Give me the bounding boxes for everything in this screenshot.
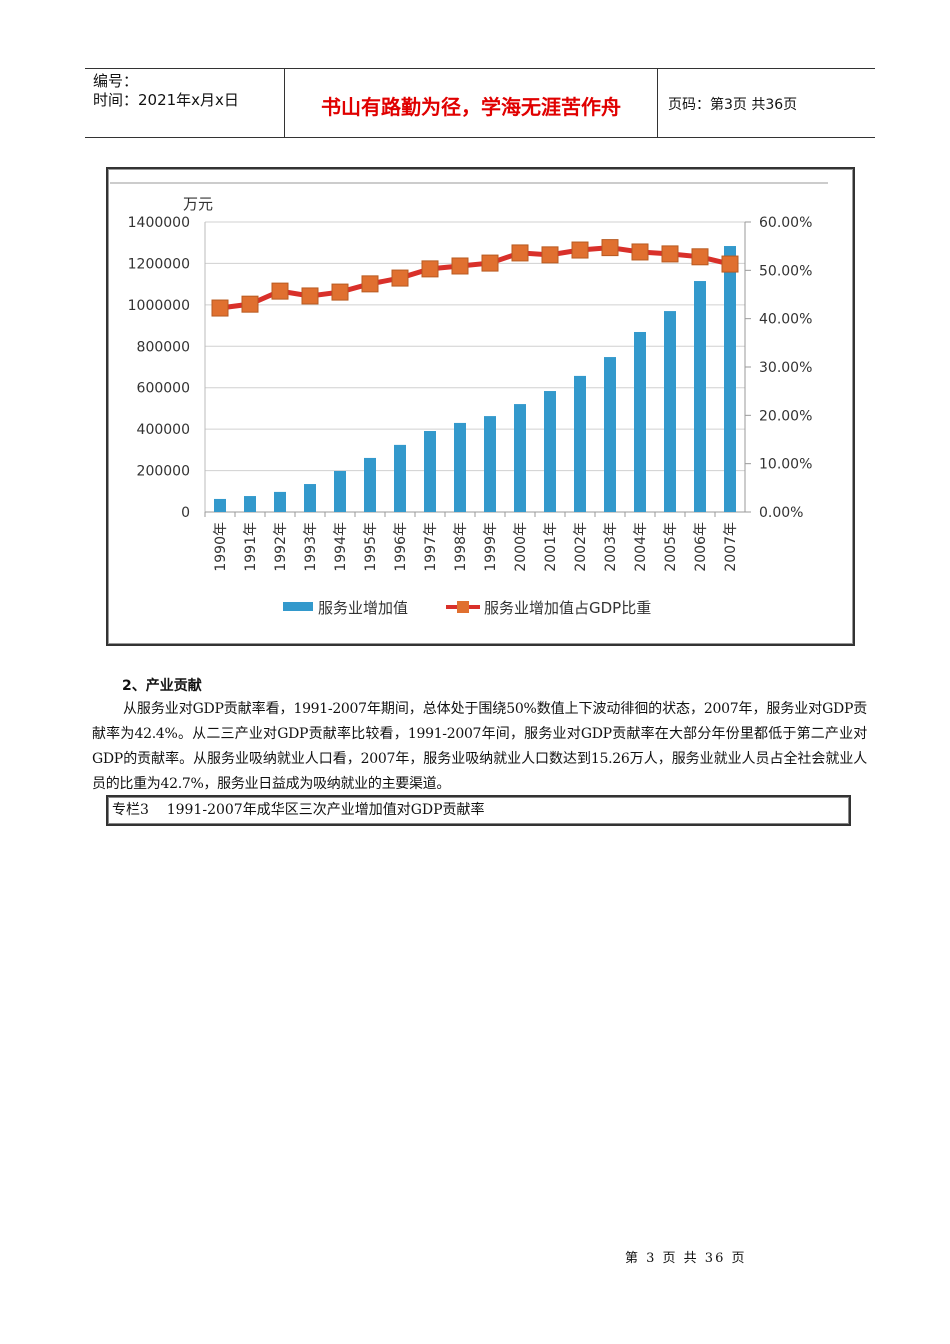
line-marker <box>361 275 379 293</box>
x-tick-label: 1994年 <box>333 522 349 572</box>
y-left-tick-label: 600000 <box>137 381 190 397</box>
x-tick-label: 1995年 <box>363 522 379 572</box>
line-marker <box>301 287 319 305</box>
bar <box>334 470 346 512</box>
line-marker <box>511 244 529 262</box>
y-left-tick-label: 1000000 <box>128 298 190 314</box>
chart-container: 0 200000 400000 600000 800000 1000000 1200000 1… <box>106 167 855 646</box>
y-left-tick-label: 200000 <box>137 464 190 480</box>
y-axis-unit-label: 万元 <box>183 195 213 213</box>
x-tick-label: 2000年 <box>513 522 529 572</box>
line-marker <box>661 245 679 263</box>
time-label: 时间：2021年x月x日 <box>93 91 239 109</box>
line-marker <box>241 295 259 313</box>
bar <box>364 457 376 512</box>
section-heading: 2、产业贡献 <box>122 678 202 694</box>
y-left-tick-label: 1400000 <box>128 215 190 231</box>
legend-label-line: 服务业增加值占GDP比重 <box>484 599 651 617</box>
bar <box>694 281 706 512</box>
y-right-tick-label: 40.00% <box>759 312 812 328</box>
x-tick-label: 2001年 <box>543 522 559 572</box>
y-right-tick-label: 20.00% <box>759 408 812 424</box>
y-left-tick-label: 400000 <box>137 422 190 438</box>
bar <box>484 416 496 512</box>
bar <box>424 431 436 512</box>
combo-chart: 0 200000 400000 600000 800000 1000000 1200000 1… <box>110 182 828 617</box>
bar <box>664 311 676 512</box>
x-tick-label: 1990年 <box>213 522 229 572</box>
line-marker <box>691 248 709 266</box>
line-marker <box>331 283 349 301</box>
legend-bar-swatch <box>283 602 313 611</box>
x-tick-label: 1991年 <box>243 522 259 572</box>
page-footer: 第 3 页 共 36 页 <box>625 1251 747 1266</box>
bar <box>604 357 616 512</box>
line-marker <box>451 257 469 275</box>
line-marker <box>601 239 619 257</box>
line-marker <box>481 254 499 272</box>
line-marker <box>391 269 409 287</box>
y-right-tick-label: 10.00% <box>759 457 812 473</box>
bar <box>274 491 286 512</box>
number-label: 编号： <box>93 72 139 90</box>
x-tick-label: 2002年 <box>573 522 589 572</box>
bar <box>244 496 256 512</box>
line-series <box>219 245 731 311</box>
y-right-tick-label: 0.00% <box>759 505 803 521</box>
x-tick-label: 2004年 <box>633 522 649 572</box>
x-tick-label: 1996年 <box>393 522 409 572</box>
x-tick-label: 1993年 <box>303 522 319 572</box>
line-marker <box>571 241 589 259</box>
header-meta: 编号： 时间：2021年x月x日 <box>85 69 285 137</box>
y-right-tick-label: 60.00% <box>759 215 812 231</box>
x-tick-label: 2003年 <box>603 522 619 572</box>
header-page-label: 页码：第3页 共36页 <box>668 97 798 113</box>
bar <box>574 375 586 512</box>
y-left-tick-label: 800000 <box>137 339 190 355</box>
bar <box>634 331 646 512</box>
column-box-title: 专栏3 1991-2007年成华区三次产业增加值对GDP贡献率 <box>106 795 851 826</box>
y-right-tick-label: 50.00% <box>759 263 812 279</box>
x-tick-label: 2006年 <box>693 522 709 572</box>
x-tick-label: 2005年 <box>663 522 679 572</box>
bar <box>214 498 226 512</box>
bar <box>454 422 466 512</box>
y-left-tick-label: 1200000 <box>128 256 190 272</box>
line-marker <box>541 246 559 264</box>
bar <box>514 404 526 512</box>
legend-label-bar: 服务业增加值 <box>318 599 408 617</box>
legend-line-marker <box>457 601 469 613</box>
x-tick-label: 1998年 <box>453 522 469 572</box>
x-tick-label: 2007年 <box>723 522 739 572</box>
x-tick-label: 1992年 <box>273 522 289 572</box>
bar <box>304 484 316 512</box>
bar <box>394 444 406 512</box>
header-motto: 书山有路勤为径，学海无涯苦作舟 <box>285 69 658 137</box>
section-paragraph: 从服务业对GDP贡献率看，1991-2007年期间，总体处于围绕50%数值上下波… <box>92 701 867 792</box>
line-marker <box>421 260 439 278</box>
y-left-tick-label: 0 <box>181 505 190 521</box>
x-tick-label: 1999年 <box>483 522 499 572</box>
line-marker <box>211 299 229 317</box>
page-header: 编号： 时间：2021年x月x日 书山有路勤为径，学海无涯苦作舟 页码：第3页 … <box>85 68 875 138</box>
y-right-tick-label: 30.00% <box>759 360 812 376</box>
bar <box>724 246 736 512</box>
x-tick-label: 1997年 <box>423 522 439 572</box>
line-marker <box>721 255 739 273</box>
bar <box>544 391 556 512</box>
line-marker <box>631 243 649 261</box>
line-marker <box>271 282 289 300</box>
